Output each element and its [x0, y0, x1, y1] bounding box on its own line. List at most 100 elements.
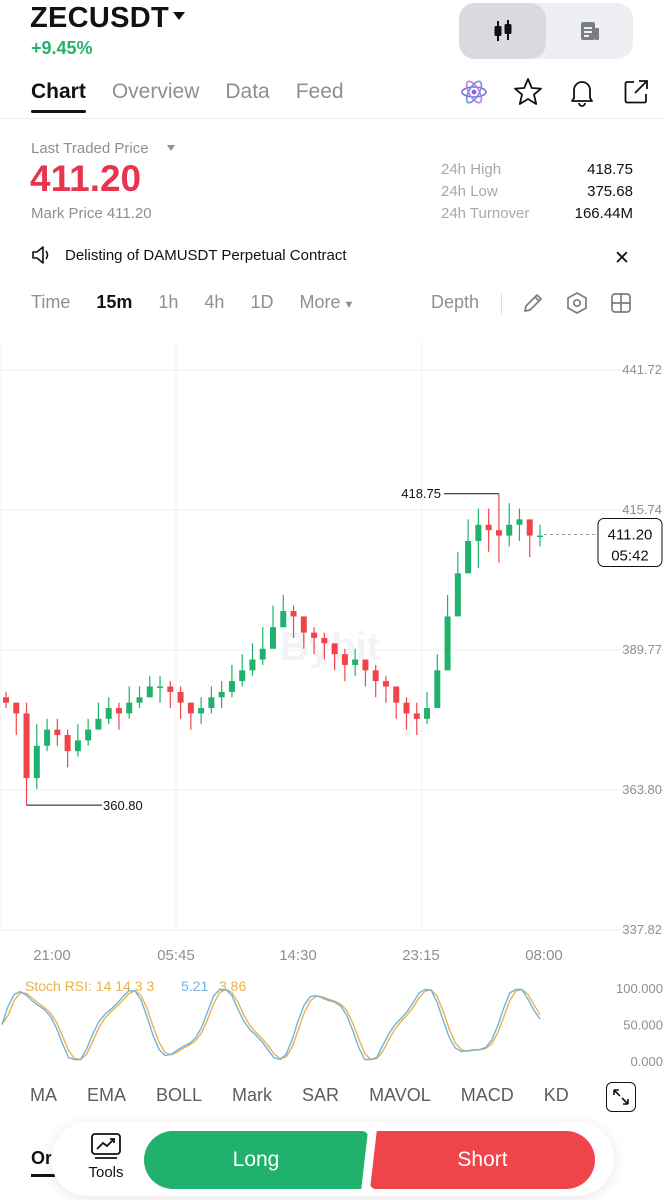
candle-body — [434, 670, 441, 709]
x-tick-label: 14:30 — [279, 947, 317, 964]
candle-body — [362, 659, 369, 671]
candle-body — [239, 670, 246, 682]
symbol-title[interactable]: ZECUSDT — [30, 2, 170, 34]
ai-atom-icon[interactable] — [458, 76, 490, 108]
settings-hex-icon[interactable] — [565, 291, 589, 315]
candle-body — [74, 740, 81, 752]
indicator-boll[interactable]: BOLL — [156, 1085, 203, 1105]
candle-body — [465, 540, 472, 574]
tab-chart[interactable]: Chart — [31, 80, 86, 113]
candle-body — [3, 697, 9, 703]
countdown-timer: 05:42 — [611, 547, 649, 564]
candle-body — [228, 681, 235, 692]
tab-overview[interactable]: Overview — [111, 80, 200, 103]
indicator-kd[interactable]: KD — [543, 1085, 569, 1105]
candle-body — [157, 686, 164, 688]
speaker-icon — [32, 246, 49, 264]
candle-body — [44, 729, 51, 746]
candle-body — [424, 708, 431, 719]
stoch-k-line — [1, 988, 541, 1061]
more-label: More — [299, 292, 341, 312]
interval-15m[interactable]: 15m — [96, 292, 133, 312]
interval-time[interactable]: Time — [31, 292, 71, 312]
share-icon[interactable] — [620, 76, 652, 108]
stat-value: 375.68 — [587, 183, 633, 200]
candlestick-icon — [494, 20, 511, 41]
candle-body — [311, 632, 318, 638]
y-tick-label: 389.77 — [622, 642, 662, 657]
indicator-mavol[interactable]: MAVOL — [369, 1085, 431, 1105]
chart-tools — [521, 291, 633, 315]
close-icon[interactable]: ✕ — [614, 248, 630, 269]
price-change: +9.45% — [31, 38, 93, 58]
candle-body — [187, 702, 194, 714]
candle-body — [485, 524, 492, 531]
header-divider — [0, 118, 664, 119]
stat-value: 418.75 — [587, 161, 633, 178]
fullscreen-expand-icon[interactable] — [606, 1082, 636, 1112]
last-traded-price: 411.20 — [30, 158, 142, 199]
layout-grid-icon[interactable] — [609, 291, 633, 315]
ltp-label[interactable]: Last Traded Price — [31, 140, 149, 157]
tab-feed[interactable]: Feed — [295, 80, 344, 103]
interval-1d[interactable]: 1D — [250, 292, 274, 312]
depth-button[interactable]: Depth — [431, 292, 480, 312]
candle-body — [126, 702, 133, 714]
candle-body — [537, 535, 543, 538]
candle-body — [413, 713, 420, 719]
symbol-dropdown-icon[interactable] — [173, 12, 185, 20]
main-tabs: Chart Overview Data Feed — [31, 80, 344, 113]
alert-bell-icon[interactable] — [566, 76, 598, 108]
long-button[interactable]: Long — [144, 1131, 368, 1189]
interval-toolbar: Time 15m 1h 4h 1D More ▼ — [31, 292, 354, 313]
indicator-macd[interactable]: MACD — [460, 1085, 514, 1105]
candle-body — [475, 524, 482, 541]
announcement-banner[interactable]: Delisting of DAMUSDT Perpetual Contract — [31, 245, 347, 265]
tools-button[interactable]: Tools — [84, 1132, 128, 1181]
price-chart[interactable]: 441.72415.74389.77363.80337.82Bybit418.7… — [0, 330, 664, 1075]
candle-body — [249, 659, 256, 671]
indicator-ma[interactable]: MA — [30, 1085, 57, 1105]
orders-tab[interactable]: Or — [31, 1148, 53, 1168]
candle-body — [115, 708, 122, 714]
favorite-star-icon[interactable] — [512, 76, 544, 108]
stoch-tick-label: 0.000 — [630, 1054, 663, 1069]
candle-body — [146, 686, 153, 698]
candle-body — [85, 729, 92, 741]
info-view-button[interactable] — [546, 3, 633, 59]
stoch-rsi-label: Stoch RSI: 14 14 3 3 — [25, 978, 154, 994]
announcement-text: Delisting of DAMUSDT Perpetual Contract — [65, 246, 347, 264]
indicator-ema[interactable]: EMA — [87, 1085, 127, 1105]
candle-body — [506, 524, 513, 536]
interval-more[interactable]: More ▼ — [299, 292, 354, 313]
candle-body — [372, 670, 379, 682]
short-button[interactable]: Short — [370, 1131, 595, 1189]
candle-body — [516, 519, 523, 525]
candle-body — [270, 627, 276, 649]
interval-1h[interactable]: 1h — [158, 292, 179, 312]
interval-4h[interactable]: 4h — [204, 292, 225, 312]
stat-row-turnover: 24h Turnover 166.44M — [441, 205, 633, 227]
chevron-down-icon: ▼ — [343, 299, 355, 311]
candle-body — [13, 702, 20, 714]
candle-body — [64, 734, 71, 752]
candle-body — [352, 659, 359, 665]
candle-body — [382, 681, 389, 687]
toolbar-divider — [501, 294, 502, 314]
tab-data[interactable]: Data — [225, 80, 270, 103]
indicator-mark[interactable]: Mark — [232, 1085, 273, 1105]
pencil-draw-icon[interactable] — [521, 291, 545, 315]
ltp-dropdown-icon[interactable] — [167, 145, 175, 151]
candle-body — [95, 718, 102, 730]
mark-price: Mark Price 411.20 — [31, 205, 152, 222]
candle-body — [54, 729, 61, 735]
candle-body — [177, 691, 184, 703]
candle-body — [321, 637, 328, 644]
candlestick-view-button[interactable] — [459, 3, 546, 59]
indicator-sar[interactable]: SAR — [302, 1085, 340, 1105]
stoch-tick-label: 50.000 — [623, 1018, 663, 1033]
high-marker-label: 418.75 — [401, 486, 441, 501]
x-tick-label: 21:00 — [33, 947, 71, 964]
candle-body — [300, 616, 307, 633]
candle-body — [208, 697, 215, 709]
